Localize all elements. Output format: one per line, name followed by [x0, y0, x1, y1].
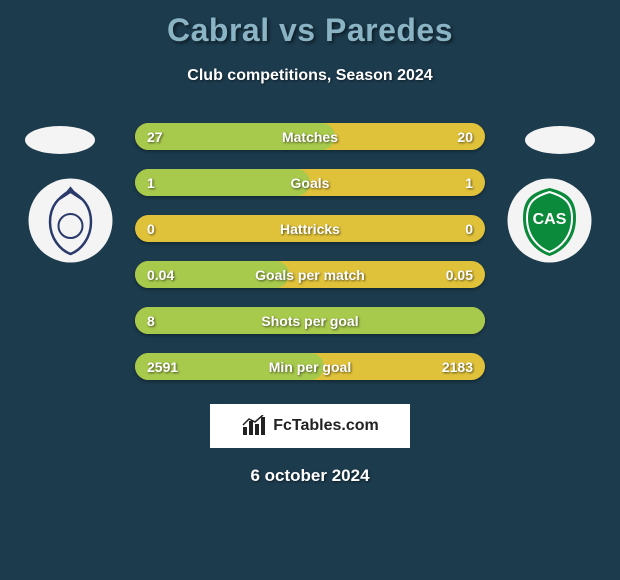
stat-label: Goals	[135, 175, 485, 191]
stat-right-value: 0	[465, 221, 473, 237]
subtitle: Club competitions, Season 2024	[187, 67, 432, 85]
club-logo-right-svg: CAS	[507, 178, 592, 263]
stat-right-value: 1	[465, 175, 473, 191]
date: 6 october 2024	[250, 466, 369, 486]
comparison-card: Cabral vs Paredes Club competitions, Sea…	[0, 0, 620, 580]
bar-chart-icon	[241, 415, 267, 437]
stat-label: Matches	[135, 129, 485, 145]
page-title: Cabral vs Paredes	[167, 12, 453, 49]
svg-text:CAS: CAS	[533, 211, 567, 228]
stat-label: Hattricks	[135, 221, 485, 237]
watermark-text: FcTables.com	[273, 417, 379, 435]
club-logo-right: CAS	[507, 178, 592, 263]
stat-label: Goals per match	[135, 267, 485, 283]
stat-row: 0Hattricks0	[135, 215, 485, 242]
stat-row: 0.04Goals per match0.05	[135, 261, 485, 288]
stat-row: 8Shots per goal	[135, 307, 485, 334]
flag-right	[525, 126, 595, 154]
stat-right-value: 2183	[442, 359, 473, 375]
stat-right-value: 0.05	[446, 267, 473, 283]
stat-label: Min per goal	[135, 359, 485, 375]
stats-list: 27Matches20 1Goals1 0Hattricks0 0.04Goals p…	[135, 123, 485, 380]
stat-row: 2591Min per goal2183	[135, 353, 485, 380]
stat-right-value: 20	[457, 129, 473, 145]
stat-label: Shots per goal	[135, 313, 485, 329]
stat-row: 27Matches20	[135, 123, 485, 150]
club-logo-left-svg	[28, 178, 113, 263]
watermark: FcTables.com	[210, 404, 410, 448]
flag-left	[25, 126, 95, 154]
club-logo-left	[28, 178, 113, 263]
stat-row: 1Goals1	[135, 169, 485, 196]
